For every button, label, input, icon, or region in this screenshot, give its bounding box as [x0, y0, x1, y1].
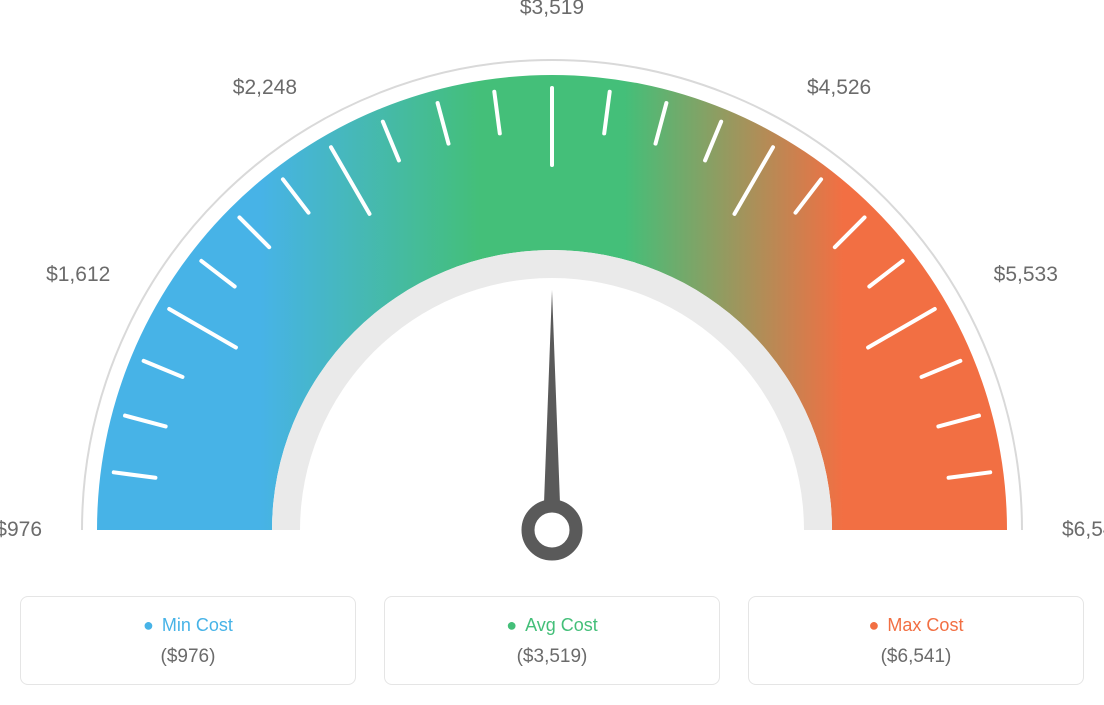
legend-card-avg: Avg Cost ($3,519) — [384, 596, 720, 685]
legend-row: Min Cost ($976) Avg Cost ($3,519) Max Co… — [20, 596, 1084, 685]
legend-title-max: Max Cost — [759, 615, 1073, 636]
legend-value-max: ($6,541) — [759, 646, 1073, 668]
gauge-svg — [20, 20, 1084, 580]
tick-label: $2,248 — [233, 76, 297, 100]
legend-value-min: ($976) — [31, 646, 345, 668]
tick-label: $1,612 — [46, 263, 110, 287]
tick-label: $3,519 — [520, 0, 584, 20]
legend-title-min: Min Cost — [31, 615, 345, 636]
tick-label: $6,541 — [1062, 518, 1104, 542]
legend-value-avg: ($3,519) — [395, 646, 709, 668]
tick-label: $5,533 — [994, 263, 1058, 287]
gauge-chart: $976$1,612$2,248$3,519$4,526$5,533$6,541 — [20, 20, 1084, 580]
tick-label: $4,526 — [807, 76, 871, 100]
legend-title-avg: Avg Cost — [395, 615, 709, 636]
tick-label: $976 — [0, 518, 42, 542]
legend-card-min: Min Cost ($976) — [20, 596, 356, 685]
legend-card-max: Max Cost ($6,541) — [748, 596, 1084, 685]
